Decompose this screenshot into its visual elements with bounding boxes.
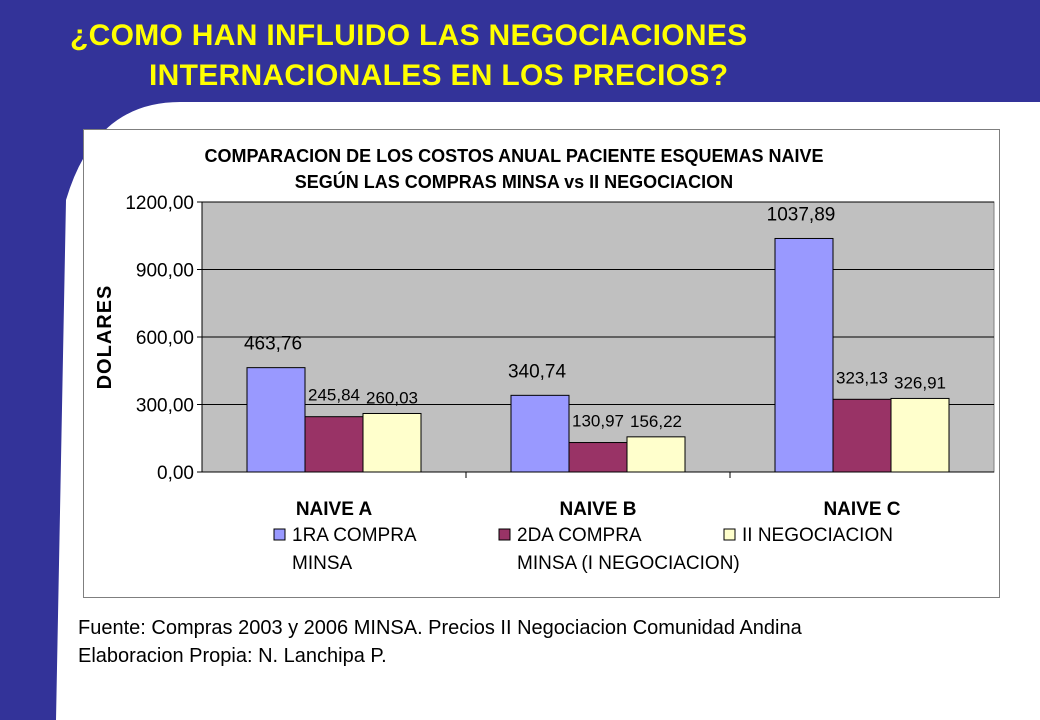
legend-label: II NEGOCIACION [742, 525, 893, 546]
bar [832, 398, 892, 473]
author-text: Elaboracion Propia: N. Lanchipa P. [78, 645, 387, 667]
y-tick-label: 300,00 [136, 396, 194, 417]
legend-label: 2DA COMPRA [517, 525, 642, 546]
x-tick-label: NAIVE C [823, 499, 900, 520]
bar-chart: COMPARACION DE LOS COSTOS ANUAL PACIENTE… [94, 146, 995, 574]
slide-title-line-1: ¿COMO HAN INFLUIDO LAS NEGOCIACIONES [70, 19, 748, 52]
bar [510, 394, 570, 473]
data-label: 130,97 [572, 412, 624, 431]
slide-title: ¿COMO HAN INFLUIDO LAS NEGOCIACIONES INT… [70, 16, 970, 96]
chart-title-line: SEGÚN LAS COMPRAS MINSA vs II NEGOCIACIO… [295, 171, 733, 192]
chart-title-line: COMPARACION DE LOS COSTOS ANUAL PACIENTE… [204, 146, 823, 166]
y-tick-label: 0,00 [157, 463, 194, 484]
data-label: 323,13 [836, 368, 888, 387]
legend-label: MINSA [292, 553, 353, 574]
bar [246, 367, 306, 473]
data-label: 340,74 [508, 361, 567, 382]
legend-label: 1RA COMPRA [292, 525, 417, 546]
chart-area: COMPARACION DE LOS COSTOS ANUAL PACIENTE… [83, 129, 1000, 598]
bar [568, 442, 628, 473]
legend-swatch [273, 528, 286, 541]
legend-label: MINSA (I NEGOCIACION) [517, 553, 740, 574]
data-label: 245,84 [308, 386, 360, 405]
data-label: 1037,89 [767, 204, 836, 225]
legend-swatch [498, 528, 511, 541]
bar [774, 237, 834, 473]
y-tick-label: 1200,00 [125, 193, 194, 214]
y-axis-label: DOLARES [94, 285, 116, 390]
data-label: 260,03 [366, 388, 418, 407]
source-note: Fuente: Compras 2003 y 2006 MINSA. Preci… [78, 614, 802, 670]
bar [304, 416, 364, 473]
y-tick-label: 600,00 [136, 328, 194, 349]
data-label: 463,76 [244, 334, 302, 355]
y-tick-label: 900,00 [136, 261, 194, 282]
source-text: Fuente: Compras 2003 y 2006 MINSA. Preci… [78, 617, 802, 639]
data-label: 156,22 [630, 412, 682, 431]
x-tick-label: NAIVE B [559, 499, 636, 520]
bar [890, 397, 950, 473]
bar [626, 436, 686, 473]
bar [362, 412, 422, 473]
x-tick-label: NAIVE A [296, 499, 373, 520]
data-label: 326,91 [894, 373, 946, 392]
legend-swatch [723, 528, 736, 541]
slide-title-line-2: INTERNACIONALES EN LOS PRECIOS? [149, 59, 729, 92]
